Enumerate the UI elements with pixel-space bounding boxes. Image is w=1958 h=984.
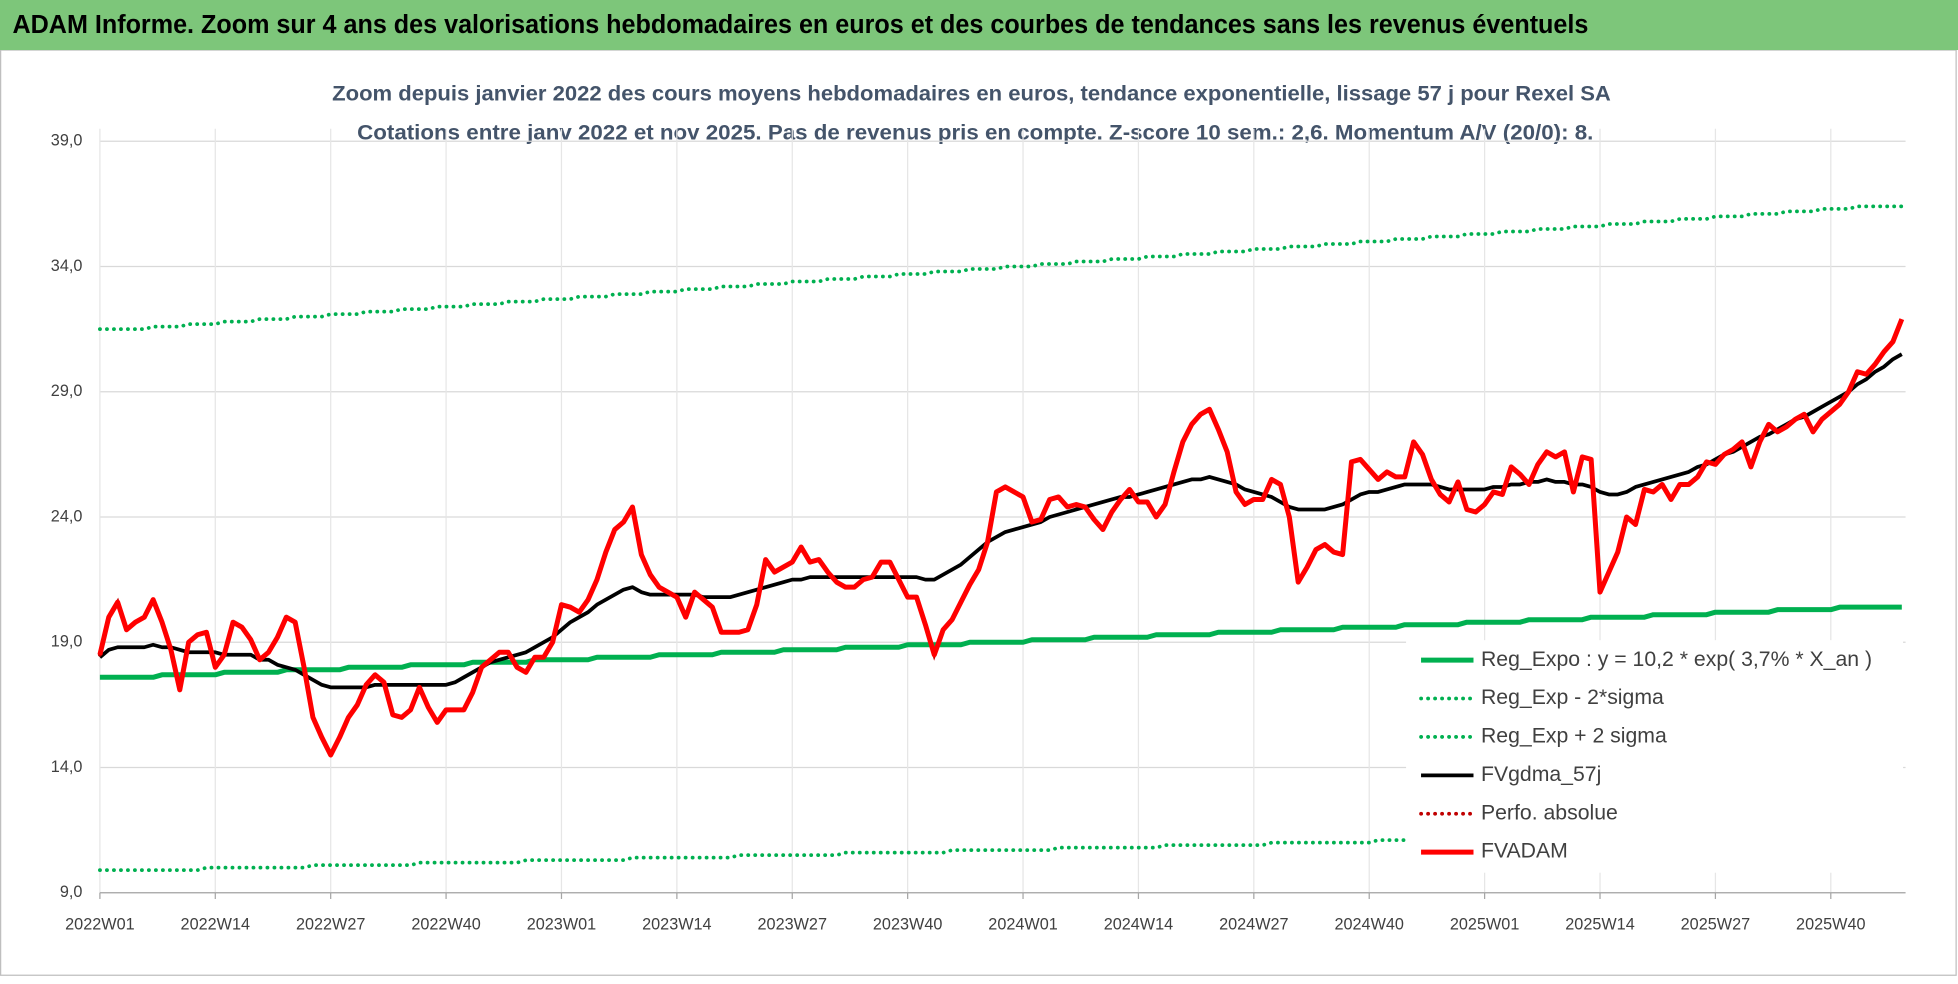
legend-label: Reg_Exp - 2*sigma bbox=[1481, 685, 1664, 709]
series-line bbox=[98, 352, 1903, 690]
x-tick-label: 2023W01 bbox=[527, 916, 596, 934]
x-tick-label: 2022W40 bbox=[411, 916, 480, 934]
x-tick-label: 2024W40 bbox=[1334, 916, 1403, 934]
series-line bbox=[97, 318, 1905, 758]
chart-subtitle: Cotations entre janv 2022 et nov 2025. P… bbox=[357, 120, 1593, 144]
y-tick-label: 29,0 bbox=[51, 382, 83, 400]
y-tick-label: 9,0 bbox=[60, 883, 83, 901]
x-tick-label: 2022W14 bbox=[181, 916, 250, 934]
y-tick-label: 24,0 bbox=[51, 507, 83, 525]
x-tick-label: 2024W27 bbox=[1219, 916, 1288, 934]
x-tick-label: 2023W27 bbox=[758, 916, 827, 934]
x-tick-label: 2025W01 bbox=[1450, 916, 1519, 934]
legend-label: FVgdma_57j bbox=[1481, 762, 1601, 786]
x-tick-label: 2024W01 bbox=[988, 916, 1057, 934]
x-tick-label: 2025W14 bbox=[1565, 916, 1634, 934]
header-bar bbox=[0, 0, 1958, 51]
legend-box bbox=[1406, 640, 1904, 873]
legend-label: Reg_Expo : y = 10,2 * exp( 3,7% * X_an ) bbox=[1481, 647, 1872, 671]
x-tick-label: 2022W27 bbox=[296, 916, 365, 934]
legend-label: FVADAM bbox=[1481, 839, 1568, 863]
legend-label: Reg_Exp + 2 sigma bbox=[1481, 724, 1667, 748]
y-tick-label: 19,0 bbox=[51, 633, 83, 651]
x-tick-label: 2022W01 bbox=[65, 916, 134, 934]
x-tick-label: 2025W40 bbox=[1796, 916, 1865, 934]
y-tick-label: 34,0 bbox=[51, 257, 83, 275]
chart-title: Zoom depuis janvier 2022 des cours moyen… bbox=[332, 82, 1611, 106]
legend-label: Perfo. absolue bbox=[1481, 800, 1618, 824]
series-line bbox=[98, 828, 1904, 873]
header: ADAM Informe. Zoom sur 4 ans des valoris… bbox=[12, 9, 1588, 39]
series-line bbox=[98, 204, 1904, 332]
y-tick-label: 39,0 bbox=[51, 132, 83, 150]
series-line bbox=[99, 604, 1902, 680]
plot-area: 9,0 14,0 19,0 24,0 29,0 34,0 39,0 2022W01 2022W1… bbox=[51, 128, 1906, 934]
x-tick-label: 2023W14 bbox=[642, 916, 711, 934]
x-tick-label: 2023W40 bbox=[873, 916, 942, 934]
x-tick-label: 2025W27 bbox=[1681, 916, 1750, 934]
y-tick-label: 14,0 bbox=[51, 758, 83, 776]
legend: Reg_Expo : y = 10,2 * exp( 3,7% * X_an )… bbox=[1406, 640, 1904, 873]
x-tick-label: 2024W14 bbox=[1104, 916, 1173, 934]
